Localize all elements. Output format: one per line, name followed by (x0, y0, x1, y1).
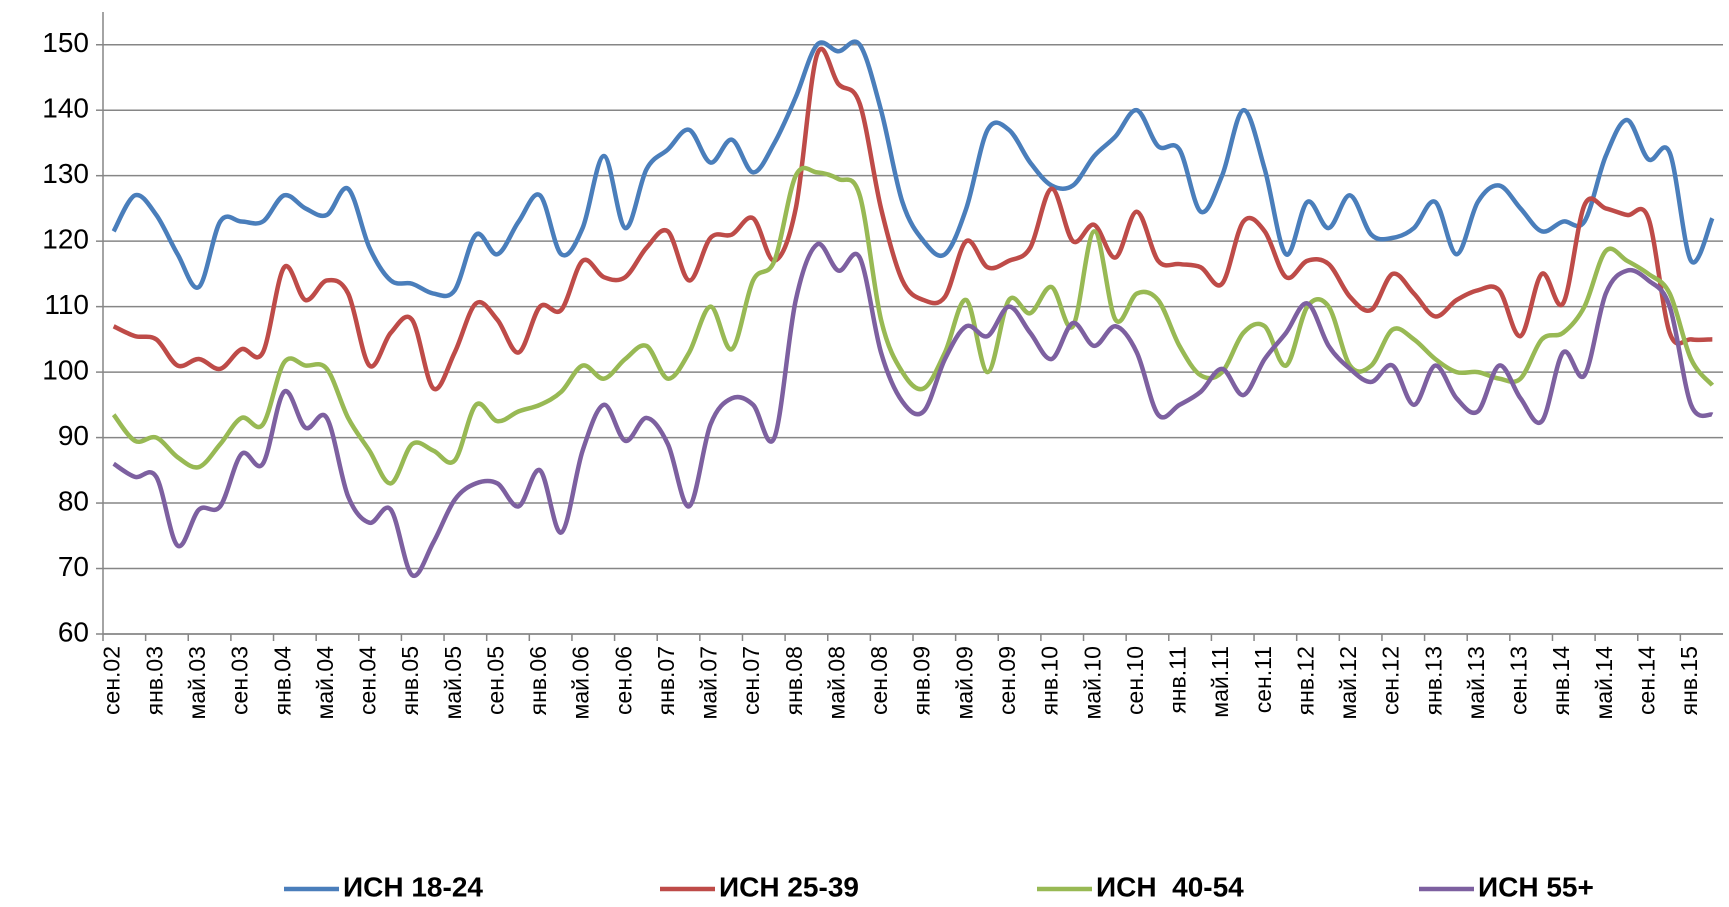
x-tick-label: янв.15 (1676, 646, 1702, 715)
x-tick-label: май.14 (1591, 646, 1617, 720)
x-tick-label: сен.08 (866, 646, 892, 715)
series-line (111, 39, 1715, 299)
x-tick-label: май.13 (1463, 646, 1489, 719)
x-tick-label: май.05 (440, 646, 466, 719)
y-tick-label: 100 (42, 354, 89, 385)
y-tick-label: 80 (58, 485, 89, 516)
x-tick-label: янв.07 (653, 646, 679, 715)
y-tick-label: 130 (42, 158, 89, 189)
x-tick-label: янв.13 (1420, 646, 1446, 715)
x-tick-label: май.07 (696, 646, 722, 719)
x-tick-label: сен.14 (1633, 646, 1659, 715)
series-line (112, 46, 1713, 392)
x-tick-label: май.12 (1335, 646, 1361, 719)
y-tick-label: 120 (42, 224, 89, 255)
x-tick-label: янв.08 (781, 646, 807, 715)
y-tick-label: 140 (42, 93, 89, 124)
x-tick-label: сен.12 (1378, 646, 1404, 715)
x-tick-label: янв.11 (1165, 646, 1191, 714)
x-tick-label: май.10 (1079, 646, 1105, 719)
x-tick-label: янв.06 (525, 646, 551, 715)
series-line (112, 241, 1714, 578)
x-tick-label: сен.07 (738, 646, 764, 715)
legend-label: ИСН 25-39 (719, 871, 859, 902)
legend-label: ИСН 18-24 (343, 871, 483, 902)
x-tick-label: май.11 (1207, 646, 1233, 718)
x-tick-label: май.08 (823, 646, 849, 719)
x-tick-label: янв.09 (909, 646, 935, 715)
x-tick-label: сен.04 (355, 646, 381, 715)
legend-label: ИСН 55+ (1478, 871, 1594, 902)
x-tick-label: сен.06 (610, 646, 636, 715)
x-tick-label: янв.05 (397, 646, 423, 715)
x-tick-label: янв.04 (269, 646, 295, 716)
x-tick-label: янв.10 (1037, 646, 1063, 715)
x-tick-label: май.03 (184, 646, 210, 719)
x-tick-label: май.04 (312, 646, 338, 720)
x-tick-label: сен.03 (227, 646, 253, 715)
x-tick-label: сен.13 (1506, 646, 1532, 715)
x-tick-label: сен.05 (482, 646, 508, 715)
x-tick-label: сен.02 (99, 646, 125, 715)
x-tick-label: янв.12 (1292, 646, 1318, 715)
y-tick-label: 150 (42, 27, 89, 58)
x-tick-label: янв.03 (141, 646, 167, 715)
legend-label: ИСН 40-54 (1096, 871, 1244, 902)
x-tick-label: сен.09 (994, 646, 1020, 715)
x-tick-label: янв.14 (1548, 646, 1574, 716)
x-tick-label: сен.11 (1250, 646, 1276, 713)
y-tick-label: 70 (58, 551, 89, 582)
x-tick-label: май.09 (951, 646, 977, 719)
x-tick-label: май.06 (568, 646, 594, 719)
y-tick-label: 60 (58, 616, 89, 647)
y-tick-label: 110 (44, 289, 89, 320)
y-tick-label: 90 (58, 420, 89, 451)
series-line (111, 165, 1715, 486)
x-tick-label: сен.10 (1122, 646, 1148, 715)
